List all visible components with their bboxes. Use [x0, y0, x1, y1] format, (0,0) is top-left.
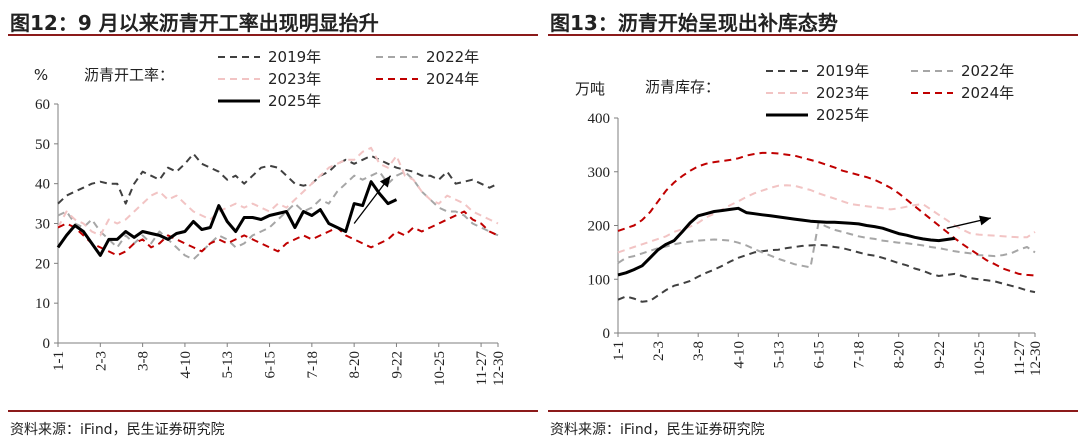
chart-title: 图13：沥青开始呈现出补库态势	[550, 11, 838, 35]
x-tick-label: 10-25	[432, 351, 448, 386]
y-tick-label: 0	[43, 336, 51, 352]
x-tick-label: 3-8	[136, 351, 152, 371]
trend-arrow-head	[379, 175, 391, 188]
source-bar: 资料来源：iFind，民生证券研究院	[548, 410, 1078, 446]
x-tick-label: 1-1	[51, 351, 67, 371]
series-group-label: 沥青开工率：	[84, 66, 174, 84]
y-tick-label: 60	[35, 97, 50, 113]
x-tick-label: 7-18	[305, 351, 321, 379]
y-tick-label: 40	[35, 177, 50, 193]
x-tick-label: 2-3	[651, 341, 667, 361]
legend-label: 2025年	[816, 106, 869, 124]
x-tick-label: 12-30	[1028, 341, 1044, 376]
y-tick-label: 400	[588, 111, 611, 127]
series-line-2019	[57, 152, 499, 205]
line-chart-inventory: 0 100 200 300 400 1-1 2-3 3-8 4-10 5-13 6-15 7-18 8-…	[575, 62, 1044, 376]
legend-label: 2024年	[961, 84, 1014, 102]
x-tick-label: 4-10	[731, 341, 747, 369]
y-tick-label: 100	[588, 272, 611, 288]
series-line-2022	[617, 221, 1036, 269]
y-tick-label: 30	[35, 217, 50, 233]
legend-label: 2019年	[816, 62, 869, 80]
x-tick-label: 6-15	[263, 351, 279, 379]
series-line-2024	[57, 210, 499, 257]
y-tick-label: 20	[35, 256, 50, 272]
x-tick-label: 2-3	[93, 351, 109, 371]
x-tick-label: 7-18	[852, 341, 868, 369]
legend-label: 2025年	[268, 92, 321, 110]
series-line-2023	[57, 146, 499, 237]
source-note: 资料来源：iFind，民生证券研究院	[10, 422, 225, 438]
legend-label: 2022年	[961, 62, 1014, 80]
y-tick-label: 300	[588, 165, 611, 181]
series-line-2019	[617, 243, 1036, 303]
x-tick-label: 9-22	[389, 351, 405, 379]
chart-title: 图12：9 月以来沥青开工率出现明显抬升	[10, 11, 379, 35]
series-line-2025	[56, 180, 398, 257]
chart-panel-left: 图12：9 月以来沥青开工率出现明显抬升 0 10 20 30 40 50 60 1-1 2-3…	[8, 0, 538, 444]
y-tick-label: 10	[35, 296, 50, 312]
x-tick-label: 8-20	[347, 351, 363, 379]
x-tick-label: 4-10	[178, 351, 194, 379]
x-tick-label: 5-13	[771, 341, 787, 369]
chart-title-bar: 图12：9 月以来沥青开工率出现明显抬升	[8, 4, 538, 36]
y-axis-unit: 万吨	[575, 80, 605, 98]
line-chart-operating-rate: 0 10 20 30 40 50 60 1-1 2-3 3-8 4-10 5-13 6-15 7-18 8-…	[34, 48, 507, 386]
x-tick-label: 3-8	[691, 341, 707, 361]
series-line-2025	[617, 206, 956, 277]
source-bar: 资料来源：iFind，民生证券研究院	[8, 410, 538, 446]
legend-label: 2023年	[816, 84, 869, 102]
y-axis-unit: %	[34, 66, 48, 84]
legend-label: 2023年	[268, 70, 321, 88]
y-tick-label: 0	[603, 326, 611, 342]
x-tick-label: 8-20	[892, 341, 908, 369]
series-line-2024	[617, 151, 1036, 277]
x-tick-label: 11-27	[1012, 341, 1028, 376]
x-tick-label: 12-30	[491, 351, 507, 386]
series-group-label: 沥青库存：	[645, 78, 720, 96]
x-tick-label: 1-1	[611, 341, 627, 361]
x-tick-label: 10-25	[972, 341, 988, 376]
legend-label: 2022年	[426, 48, 479, 66]
y-tick-label: 200	[588, 219, 611, 235]
x-tick-label: 6-15	[811, 341, 827, 369]
x-tick-label: 5-13	[220, 351, 236, 379]
x-tick-label: 11-27	[474, 351, 490, 386]
y-tick-label: 50	[35, 137, 50, 153]
chart-panel-right: 图13：沥青开始呈现出补库态势 0 100 200 300 400 1-1 2-3 3-8 4-…	[548, 0, 1078, 444]
trend-arrow-head	[979, 215, 991, 226]
legend-label: 2019年	[268, 48, 321, 66]
chart-title-bar: 图13：沥青开始呈现出补库态势	[548, 4, 1078, 36]
series-line-2022	[57, 170, 499, 261]
source-note: 资料来源：iFind，民生证券研究院	[550, 422, 765, 438]
x-tick-label: 9-22	[932, 341, 948, 369]
legend-label: 2024年	[426, 70, 479, 88]
